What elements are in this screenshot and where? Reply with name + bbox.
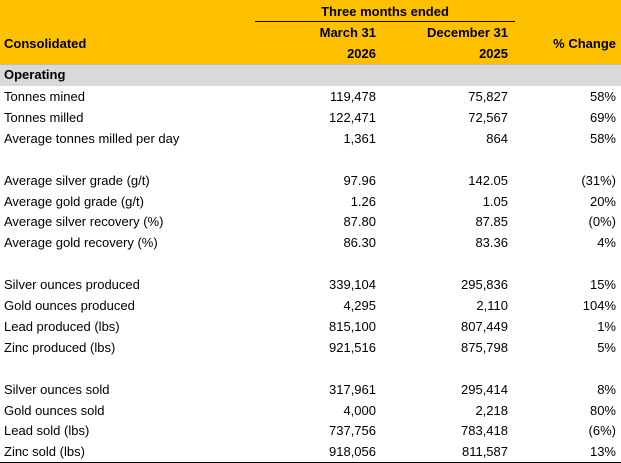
change-value: 80% <box>589 402 616 418</box>
change-header: % Change <box>553 36 616 51</box>
current-value: 4,295 <box>343 298 376 313</box>
change-value: 58% <box>589 130 616 146</box>
change-value: (0%) <box>588 214 616 230</box>
row-label: Tonnes milled <box>4 109 84 125</box>
prior-value: 875,798 <box>461 339 508 355</box>
row-label: Gold ounces produced <box>4 298 135 313</box>
prior-value: 295,836 <box>461 277 508 293</box>
prior-value: 2,218 <box>475 402 508 418</box>
current-value: 339,104 <box>329 277 376 293</box>
prior-value: 72,567 <box>468 109 508 125</box>
prior-value: 75,827 <box>468 89 508 104</box>
row-label: Tonnes mined <box>4 89 85 104</box>
row-label: Average silver grade (g/t) <box>4 172 150 188</box>
period-year: 2025 <box>479 46 508 61</box>
prior-value: 811,587 <box>461 444 508 460</box>
change-value: 8% <box>597 381 616 397</box>
row-label: Lead produced (lbs) <box>4 318 120 334</box>
section-title: Operating <box>4 67 66 82</box>
current-value: 4,000 <box>343 402 376 418</box>
change-value: 15% <box>589 277 616 293</box>
row-label-header: Consolidated <box>4 36 87 51</box>
prior-value: 142.05 <box>468 172 508 188</box>
row-label: Average tonnes milled per day <box>4 130 180 146</box>
row-label: Lead sold (lbs) <box>4 423 90 439</box>
change-value: 13% <box>589 444 616 460</box>
change-value: 1% <box>597 318 616 334</box>
prior-value: 1.05 <box>482 193 508 209</box>
section-band <box>0 64 621 86</box>
period-month: March 31 <box>319 25 376 40</box>
row-label: Average gold recovery (%) <box>4 235 158 251</box>
row-label: Gold ounces sold <box>4 402 105 418</box>
change-value: 69% <box>589 109 616 125</box>
group-title: Three months ended <box>321 4 449 19</box>
current-value: 119,478 <box>329 89 376 104</box>
prior-value: 2,110 <box>476 298 508 313</box>
current-value: 87.80 <box>343 214 376 230</box>
prior-value: 87.85 <box>475 214 508 230</box>
current-value: 97.96 <box>343 172 376 188</box>
prior-value: 864 <box>486 130 508 146</box>
row-label: Silver ounces sold <box>4 381 110 397</box>
row-label: Average silver recovery (%) <box>4 214 164 230</box>
row-label: Silver ounces produced <box>4 277 140 293</box>
period-month: December 31 <box>427 25 508 40</box>
current-value: 918,056 <box>329 444 376 460</box>
prior-value: 83.36 <box>475 235 508 251</box>
change-value: 4% <box>597 235 616 251</box>
prior-value: 783,418 <box>461 423 508 439</box>
prior-value: 807,449 <box>461 318 508 334</box>
header-band <box>0 0 621 64</box>
row-label: Zinc produced (lbs) <box>4 339 116 355</box>
row-label: Average gold grade (g/t) <box>4 193 144 209</box>
group-underline <box>255 21 515 22</box>
current-value: 1.26 <box>350 193 376 209</box>
current-value: 921,516 <box>329 339 376 355</box>
current-value: 122,471 <box>329 109 376 125</box>
current-value: 317,961 <box>329 381 376 397</box>
current-value: 815,100 <box>329 318 376 334</box>
current-value: 737,756 <box>329 423 376 439</box>
change-value: 104% <box>582 298 616 313</box>
change-value: 20% <box>589 193 616 209</box>
row-label: Zinc sold (lbs) <box>4 444 85 460</box>
change-value: 58% <box>589 89 616 104</box>
change-value: (6%) <box>588 423 616 439</box>
current-value: 1,361 <box>343 130 376 146</box>
period-year: 2026 <box>347 46 376 61</box>
current-value: 86.30 <box>343 235 376 251</box>
change-value: 5% <box>597 339 616 355</box>
prior-value: 295,414 <box>461 381 508 397</box>
change-value: (31%) <box>581 172 616 188</box>
